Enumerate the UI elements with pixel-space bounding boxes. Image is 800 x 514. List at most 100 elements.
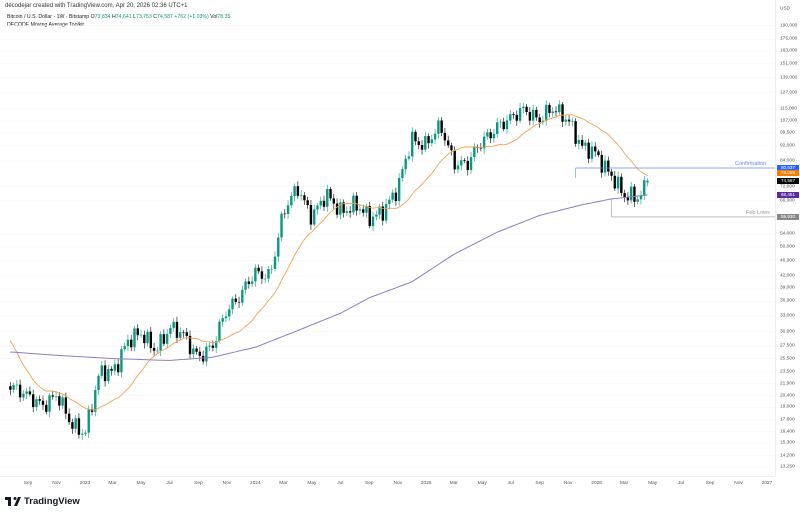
candle-body: [509, 114, 512, 121]
candle-body: [610, 171, 613, 176]
candle-body: [319, 200, 322, 206]
candle-body: [146, 331, 149, 344]
candle-body: [54, 396, 58, 397]
volume-value: 78.35: [217, 14, 231, 20]
candle-body: [97, 375, 100, 391]
candle-body: [332, 198, 336, 204]
candle-body: [371, 216, 375, 227]
candle-body: [381, 206, 385, 221]
candle-body: [270, 268, 273, 270]
candle-body: [358, 209, 362, 211]
time-tick: Nov: [393, 481, 403, 486]
candle-body: [479, 147, 483, 149]
close-value: 74,587: [157, 14, 173, 20]
candle-body: [15, 384, 19, 386]
time-tick: 2024: [250, 481, 261, 486]
candle-body: [162, 334, 166, 344]
candle-body: [25, 391, 28, 394]
time-tick: May: [477, 481, 487, 486]
candle-body: [597, 151, 600, 156]
price-label: 78,058: [777, 170, 799, 177]
candle-body: [378, 206, 381, 215]
candle-body: [58, 396, 61, 406]
candle-body: [326, 189, 329, 207]
candle-body: [411, 131, 414, 157]
candle-body: [152, 347, 156, 351]
candle-body: [397, 177, 401, 202]
price-axis[interactable]: USD 190,000 175,000 163,000 151,000 139,000 1…: [775, 0, 800, 476]
price-tick: 14,200: [780, 453, 795, 459]
symbol-name[interactable]: Bitcoin / U.S. Dollar · 1W · Bitstamp: [7, 14, 90, 20]
candle-body: [172, 321, 175, 328]
candle-body: [362, 209, 365, 213]
time-tick: May: [307, 481, 317, 486]
candle-body: [528, 112, 532, 121]
price-tick: 30,000: [780, 329, 795, 335]
candle-body: [643, 180, 646, 196]
price-tick: 46,000: [780, 258, 795, 264]
candle-body: [594, 146, 597, 152]
candle-body: [159, 334, 162, 351]
candle-body: [620, 176, 623, 194]
candle-body: [433, 133, 437, 140]
candle-body: [322, 200, 326, 207]
candle-body: [211, 345, 215, 348]
price-tick: 72,000: [780, 184, 795, 190]
candle-body: [77, 418, 81, 435]
candle-body: [587, 142, 590, 159]
candle-body: [453, 150, 456, 170]
candle-body: [169, 327, 172, 334]
candle-body: [489, 132, 492, 139]
candle-body: [456, 165, 460, 170]
candle-body: [355, 195, 358, 211]
time-axis[interactable]: Sep Nov 2023 Mar May Jul Sep Nov 2024 Mar May Jul Se…: [0, 476, 775, 489]
candle-body: [254, 267, 257, 282]
candle-body: [130, 339, 133, 348]
candle-body: [316, 205, 319, 210]
candle-body: [74, 418, 77, 429]
candle-body: [463, 160, 466, 161]
candle-body: [558, 104, 561, 113]
candle-body: [198, 351, 202, 356]
currency-label: USD: [780, 6, 791, 12]
time-tick: Mar: [108, 481, 117, 486]
price-chart[interactable]: [0, 0, 775, 476]
candle-body: [348, 211, 352, 213]
candle-body: [437, 120, 440, 134]
candle-body: [499, 121, 502, 123]
price-tick: 175,000: [780, 36, 798, 42]
time-tick: Sep: [194, 481, 203, 486]
candle-body: [182, 332, 185, 333]
time-tick: Sep: [705, 481, 715, 486]
candle-body: [567, 119, 571, 122]
candle-body: [188, 335, 192, 355]
candle-body: [616, 176, 620, 189]
candle-body: [277, 237, 280, 257]
price-label: 59,930: [777, 213, 799, 220]
price-tick: 92,000: [780, 143, 795, 149]
candle-body: [313, 209, 316, 225]
price-tick: 107,000: [780, 118, 798, 124]
candle-body: [401, 169, 404, 178]
candle-body: [67, 413, 71, 423]
candle-body: [237, 302, 241, 303]
candle-body: [51, 395, 54, 397]
candle-body: [179, 332, 182, 338]
tradingview-logo[interactable]: TradingView: [5, 496, 80, 507]
candle-body: [561, 104, 564, 122]
candle-body: [584, 142, 587, 146]
candle-body: [120, 349, 123, 373]
candle-body: [64, 397, 68, 414]
candle-body: [80, 433, 84, 435]
price-tick: 84,000: [780, 158, 795, 164]
price-tick: 99,500: [780, 130, 795, 136]
candle-body: [231, 298, 234, 310]
time-tick: 2025: [420, 481, 432, 486]
candle-body: [18, 384, 22, 398]
indicator-name[interactable]: DECODE Moving Average Toolkit: [7, 22, 84, 28]
candle-body: [404, 158, 407, 170]
candle-body: [352, 195, 355, 213]
candle-body: [535, 109, 538, 118]
price-tick: 36,000: [780, 298, 795, 304]
candle-body: [518, 108, 522, 121]
